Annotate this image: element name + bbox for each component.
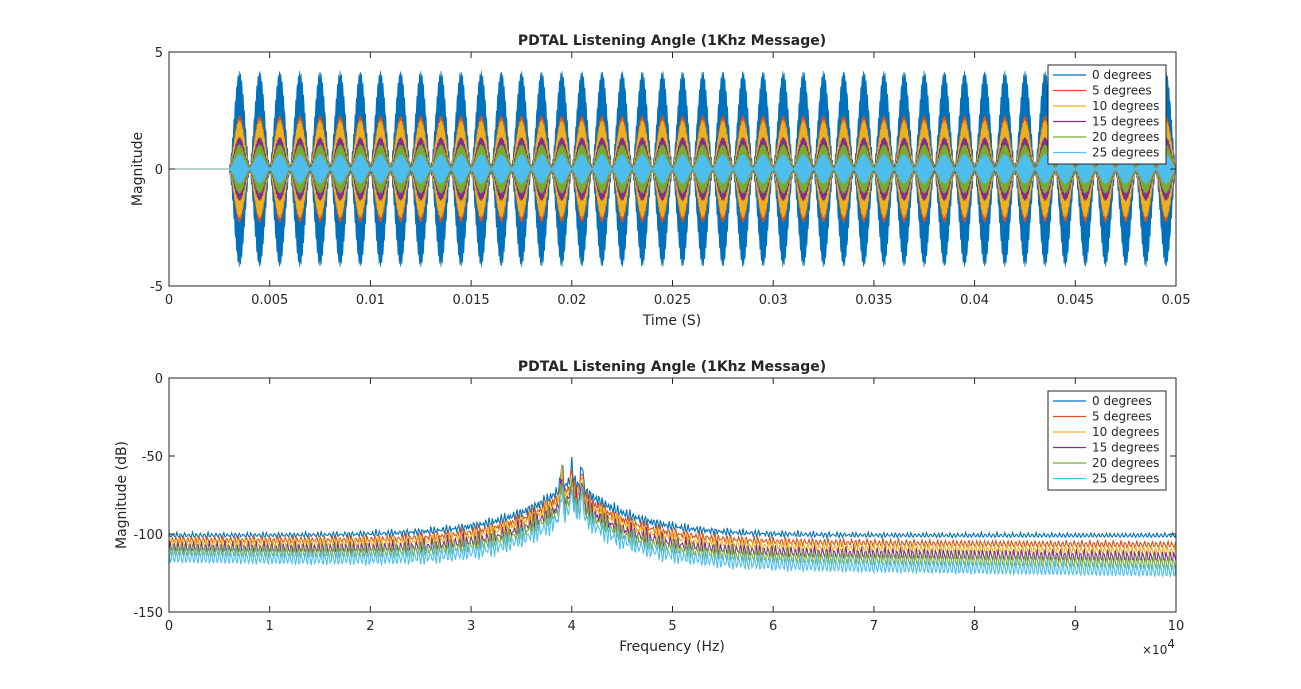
freq-x-axis-label: Frequency (Hz)	[619, 639, 725, 655]
x-tick-label: 0.03	[759, 293, 788, 308]
x-tick-label: 0	[165, 293, 173, 308]
series-spectrum	[168, 467, 1177, 549]
y-tick-label: 5	[155, 46, 163, 61]
time-plot-title: PDTAL Listening Angle (1Khz Message)	[518, 33, 826, 49]
legend-entry: 10 degrees	[1092, 99, 1159, 113]
x-tick-label: 0.04	[960, 293, 989, 308]
x-tick-label: 6	[769, 619, 777, 634]
legend-box	[1047, 390, 1167, 491]
y-tick-label: -100	[133, 528, 163, 543]
legend-entry: 15 degrees	[1092, 115, 1159, 129]
x-tick-label: 0.015	[452, 293, 489, 308]
time-x-ticks: 0 0.005 0.01 0.015 0.02 0.025 0.03 0.035 0.04 0.0…	[165, 52, 1191, 308]
y-tick-label: -150	[133, 606, 163, 621]
time-plot-traces	[169, 70, 1177, 268]
legend-entry: 10 degrees	[1092, 425, 1159, 439]
frequency-domain-plot: PDTAL Listening Angle (1Khz Message) 0 1 2…	[114, 359, 1184, 657]
legend-entry: 25 degrees	[1092, 472, 1159, 486]
freq-plot-title: PDTAL Listening Angle (1Khz Message)	[518, 359, 826, 375]
x-tick-label: 0	[165, 619, 173, 634]
freq-x-exponent-base: ×10	[1142, 643, 1167, 657]
time-domain-plot: PDTAL Listening Angle (1Khz Message) 0 0.…	[130, 33, 1190, 329]
legend-box	[1047, 64, 1167, 165]
series-spectrum	[168, 457, 1177, 540]
x-tick-label: 8	[970, 619, 978, 634]
time-y-ticks: -5 0 5	[150, 46, 1176, 295]
legend-entry: 15 degrees	[1092, 441, 1159, 455]
x-tick-label: 0.005	[251, 293, 288, 308]
freq-x-ticks: 0 1 2 3 4 5 6 7 8 9 10	[165, 378, 1184, 634]
freq-x-exponent-power: 4	[1167, 637, 1175, 651]
y-tick-label: 0	[155, 372, 163, 387]
freq-y-axis-label: Magnitude (dB)	[114, 441, 130, 549]
x-tick-label: 0.02	[557, 293, 586, 308]
x-tick-label: 2	[366, 619, 374, 634]
x-tick-label: 1	[266, 619, 274, 634]
freq-y-ticks: -150 -100 -50 0	[133, 372, 1176, 621]
x-tick-label: 4	[568, 619, 576, 634]
time-y-axis-label: Magnitude	[130, 132, 146, 206]
legend-entry: 25 degrees	[1092, 146, 1159, 160]
legend-entry: 0 degrees	[1092, 68, 1152, 82]
legend-entry: 20 degrees	[1092, 130, 1159, 144]
freq-plot-traces	[168, 457, 1177, 578]
legend-entry: 0 degrees	[1092, 394, 1152, 408]
x-tick-label: 0.01	[356, 293, 385, 308]
time-x-axis-label: Time (S)	[642, 313, 702, 329]
x-tick-label: 0.045	[1057, 293, 1094, 308]
x-tick-label: 0.05	[1162, 293, 1191, 308]
x-tick-label: 5	[668, 619, 676, 634]
y-tick-label: 0	[155, 163, 163, 178]
x-tick-label: 3	[467, 619, 475, 634]
freq-x-exponent: ×104	[1142, 637, 1175, 657]
x-tick-label: 7	[870, 619, 878, 634]
x-tick-label: 0.035	[855, 293, 892, 308]
series-spectrum	[168, 485, 1177, 578]
freq-plot-area	[169, 378, 1176, 612]
y-tick-label: -50	[142, 450, 163, 465]
x-tick-label: 0.025	[654, 293, 691, 308]
y-tick-label: -5	[150, 280, 163, 295]
legend-entry: 5 degrees	[1092, 410, 1152, 424]
legend-entry: 20 degrees	[1092, 456, 1159, 470]
x-tick-label: 10	[1168, 619, 1185, 634]
legend-entry: 5 degrees	[1092, 84, 1152, 98]
x-tick-label: 9	[1071, 619, 1079, 634]
